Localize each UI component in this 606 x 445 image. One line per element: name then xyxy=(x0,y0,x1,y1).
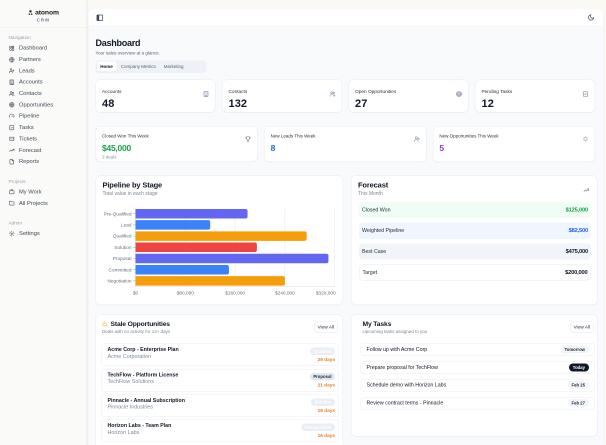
svg-text:Negotiation: Negotiation xyxy=(107,278,131,284)
svg-text:$0: $0 xyxy=(133,290,139,296)
svg-text:$240,000: $240,000 xyxy=(275,290,295,296)
svg-text:Committed: Committed xyxy=(109,267,132,273)
svg-text:Lead: Lead xyxy=(121,222,132,228)
svg-text:Pre-Qualified: Pre-Qualified xyxy=(104,211,132,217)
svg-text:$80,000: $80,000 xyxy=(177,290,195,296)
svg-text:Proposal: Proposal xyxy=(113,256,132,262)
svg-text:Qualified: Qualified xyxy=(113,233,132,239)
svg-text:Solution: Solution xyxy=(114,245,132,251)
svg-text:$160,000: $160,000 xyxy=(225,290,245,296)
svg-text:$320,000: $320,000 xyxy=(316,290,336,296)
